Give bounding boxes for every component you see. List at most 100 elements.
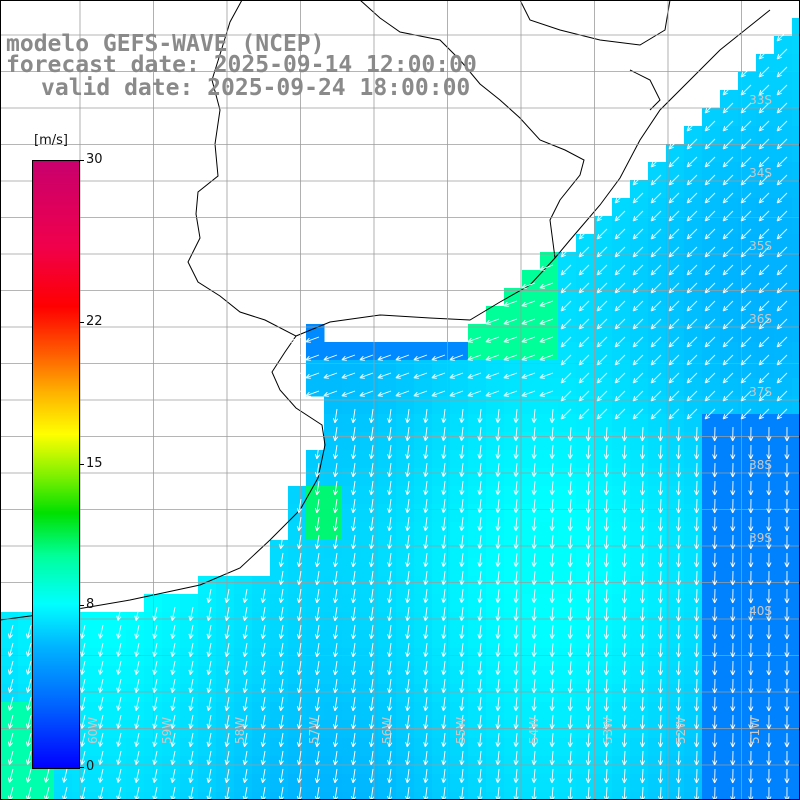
speed-cell: [360, 648, 379, 667]
speed-cell: [378, 666, 397, 685]
speed-cell: [414, 558, 433, 577]
wind-arrow: [278, 624, 284, 640]
wind-arrow: [686, 174, 698, 186]
wind-arrow: [369, 480, 375, 496]
speed-cell: [378, 684, 397, 703]
wind-arrow: [614, 408, 626, 420]
wind-arrow: [314, 534, 321, 550]
wind-arrow: [722, 318, 734, 330]
wind-arrow: [369, 462, 375, 478]
wind-arrow: [657, 750, 664, 766]
speed-cell: [306, 558, 325, 577]
wind-arrow: [784, 732, 790, 748]
speed-cell: [234, 720, 253, 739]
speed-cell: [594, 252, 613, 271]
wind-arrow: [152, 678, 158, 693]
speed-cell: [0, 630, 19, 649]
speed-cell: [216, 630, 235, 649]
speed-cell: [594, 540, 613, 559]
speed-cell: [666, 396, 685, 415]
speed-cell: [540, 738, 559, 757]
speed-cell: [360, 504, 379, 523]
speed-cell: [720, 684, 739, 703]
wind-arrow: [242, 642, 248, 658]
wind-arrow: [441, 642, 447, 658]
speed-cell: [90, 792, 109, 800]
wind-arrow: [513, 444, 519, 460]
speed-cell: [684, 144, 703, 163]
wind-arrow: [730, 660, 736, 676]
speed-cell: [594, 630, 613, 649]
wind-arrow: [776, 156, 788, 168]
wind-arrow: [531, 516, 537, 532]
wind-arrow: [722, 390, 734, 402]
wind-arrow: [668, 156, 680, 168]
wind-arrow: [578, 336, 590, 348]
speed-cell: [180, 612, 199, 631]
speed-cell: [360, 792, 379, 800]
speed-cell: [558, 414, 577, 433]
wind-arrow: [332, 786, 339, 800]
wind-arrow: [513, 606, 519, 622]
wind-arrow: [567, 696, 573, 712]
wind-arrow: [722, 120, 734, 132]
wind-arrow: [603, 624, 609, 640]
speed-cell: [612, 360, 631, 379]
wind-arrow: [694, 642, 700, 658]
wind-arrow: [323, 372, 338, 379]
speed-cell: [378, 522, 397, 541]
wind-arrow: [668, 210, 680, 222]
speed-cell: [360, 450, 379, 469]
speed-cell: [738, 198, 757, 217]
wind-arrow: [485, 336, 500, 343]
wind-arrow: [676, 588, 682, 604]
wind-arrow: [278, 714, 284, 730]
speed-cell: [342, 792, 361, 800]
speed-cell: [468, 612, 487, 631]
speed-cell: [738, 180, 757, 199]
wind-arrow: [668, 264, 680, 276]
wind-arrow: [549, 678, 555, 694]
wind-arrow: [152, 642, 158, 657]
speed-cell: [648, 630, 667, 649]
wind-arrow: [80, 642, 86, 657]
speed-cell: [576, 720, 595, 739]
speed-cell: [648, 576, 667, 595]
wind-arrow: [332, 768, 339, 784]
wind-arrow: [614, 300, 626, 312]
speed-cell: [576, 342, 595, 361]
wind-arrow: [722, 372, 734, 384]
wind-vectors: [8, 30, 790, 800]
wind-arrow: [639, 660, 646, 676]
wind-arrow: [650, 354, 662, 366]
speed-cell: [216, 774, 235, 793]
wind-arrow: [260, 732, 266, 748]
speed-cell: [540, 594, 559, 613]
speed-cell: [396, 360, 415, 379]
speed-cell: [324, 720, 343, 739]
speed-cell: [414, 504, 433, 523]
speed-cell: [594, 774, 613, 793]
wind-arrow: [296, 714, 302, 730]
wind-arrow: [676, 786, 682, 800]
speed-cell: [540, 540, 559, 559]
wind-arrow: [668, 300, 680, 312]
speed-cell: [612, 234, 631, 253]
wind-arrow: [477, 624, 483, 640]
wind-arrow: [748, 624, 754, 640]
speed-cell: [720, 792, 739, 800]
speed-cell: [558, 648, 577, 667]
speed-cell: [792, 324, 800, 343]
wind-arrow: [758, 282, 770, 294]
speed-cell: [216, 594, 235, 613]
speed-cell: [774, 774, 793, 793]
speed-cell: [630, 198, 649, 217]
wind-arrow: [224, 732, 230, 748]
wind-arrow: [676, 426, 682, 442]
wind-arrow: [116, 642, 122, 657]
speed-cell: [648, 522, 667, 541]
wind-arrow: [578, 390, 590, 402]
speed-cell: [162, 738, 181, 757]
speed-cell: [522, 288, 541, 307]
wind-arrow: [621, 714, 628, 730]
